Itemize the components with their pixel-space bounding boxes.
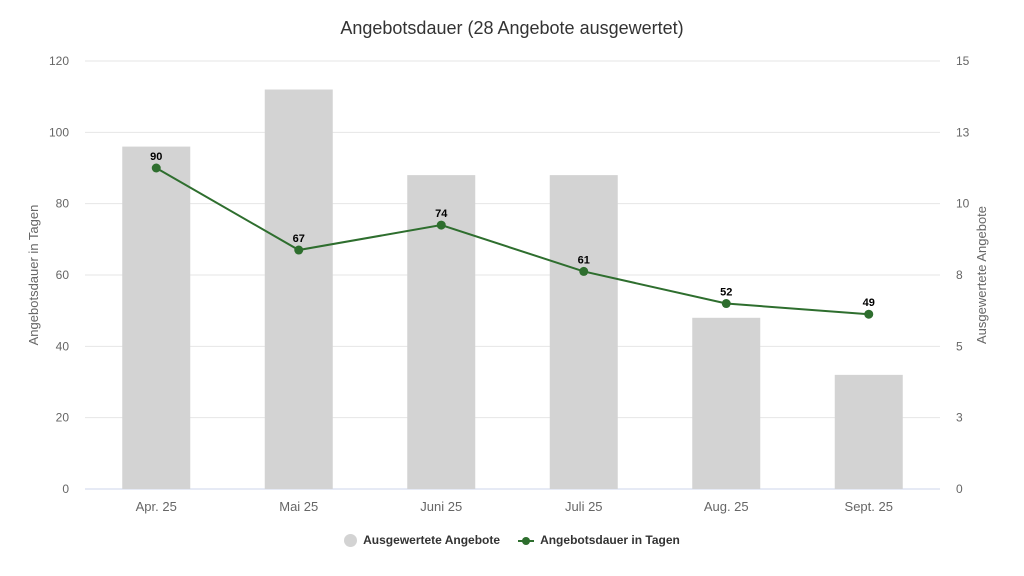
x-axis-tick: Sept. 25 [845,499,893,514]
line-series [155,167,869,316]
legend-label: Angebotsdauer in Tagen [540,533,680,547]
y-axis-tick-right: 3 [956,411,963,425]
legend-item-line[interactable]: Angebotsdauer in Tagen [518,533,680,547]
bar[interactable] [122,146,191,489]
y-axis-tick-right: 0 [956,482,963,496]
y-axis-tick-left: 20 [56,411,70,425]
x-axis-tick: Mai 25 [279,499,318,514]
y-axis-tick-right: 13 [956,125,970,139]
circle-legend-icon [344,533,358,547]
bar[interactable] [692,317,761,489]
y-axis-tick-left: 40 [56,339,70,353]
y-axis-tick-right: 8 [956,268,963,282]
bar[interactable] [264,89,333,490]
y-axis-tick-left: 0 [62,482,69,496]
line-point[interactable] [579,266,589,276]
y-axis-tick-right: 15 [956,54,970,68]
y-axis-title-right: Ausgewertete Angebote [974,206,989,344]
line-point[interactable] [436,220,446,230]
data-label: 49 [863,297,875,309]
y-axis-tick-left: 80 [56,197,70,211]
y-axis-tick-left: 120 [49,54,69,68]
y-axis-title-left: Angebotsdauer in Tagen [26,205,41,346]
x-axis-tick: Juli 25 [565,499,603,514]
line-point[interactable] [151,163,161,173]
chart-title: Angebotsdauer (28 Angebote ausgewertet) [340,18,684,38]
data-label: 67 [293,233,305,245]
chart-legend: Ausgewertete Angebote Angebotsdauer in T… [0,533,1024,547]
y-axis-tick-left: 100 [49,125,69,139]
line-point[interactable] [864,309,874,319]
line-point[interactable] [294,245,304,255]
x-axis-tick: Juni 25 [420,499,462,514]
x-axis-tick: Aug. 25 [704,499,749,514]
y-axis-tick-left: 60 [56,268,70,282]
data-label: 61 [578,254,590,266]
legend-label: Ausgewertete Angebote [363,533,501,547]
line-point[interactable] [721,299,731,309]
data-label: 74 [435,208,448,220]
bar[interactable] [834,374,903,489]
y-axis-tick-right: 5 [956,339,963,353]
y-axis-tick-right: 10 [956,197,970,211]
x-axis-tick: Apr. 25 [136,499,177,514]
line-marker-legend-icon [518,534,535,547]
data-label: 52 [720,287,732,299]
legend-item-bars[interactable]: Ausgewertete Angebote [344,533,500,547]
bar[interactable] [549,175,618,489]
data-label: 90 [150,151,162,163]
